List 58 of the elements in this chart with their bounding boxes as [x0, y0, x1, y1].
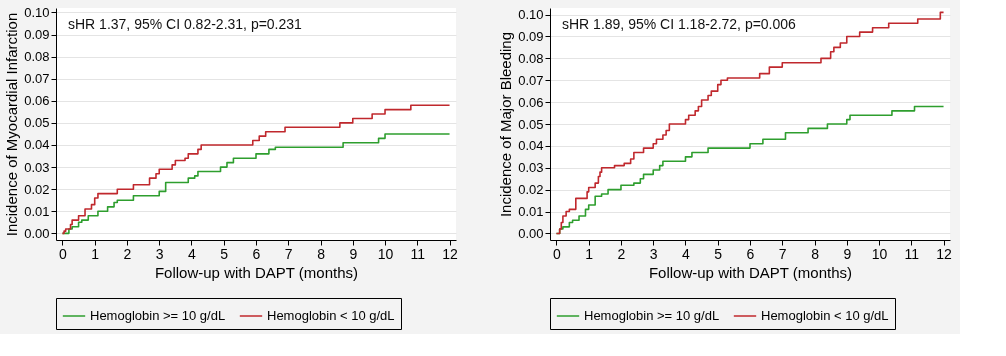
- x-axis-title: Follow-up with DAPT (months): [648, 263, 853, 281]
- x-tick-label: 3: [649, 245, 658, 262]
- y-tick-label: 0.07: [518, 72, 544, 88]
- y-tick-label: 0.04: [24, 137, 50, 153]
- y-tick-label: 0.09: [24, 27, 50, 43]
- annotation: sHR 1.37, 95% CI 0.82-2.31, p=0.231: [68, 16, 303, 32]
- y-tick-label: 0.03: [518, 160, 544, 176]
- x-tick-label: 10: [871, 245, 888, 262]
- x-tick-label: 8: [317, 245, 326, 262]
- x-tick-label: 9: [349, 245, 358, 262]
- x-tick-label: 1: [91, 245, 100, 262]
- x-tick-label: 1: [585, 245, 594, 262]
- x-tick-label: 11: [904, 245, 920, 262]
- y-axis-title: Incidence of Major Bleeding: [497, 31, 515, 218]
- y-tick-label: 0.05: [518, 116, 544, 132]
- legend-label: Hemoglobin >= 10 g/dL: [90, 308, 226, 323]
- y-tick-label: 0.08: [518, 50, 544, 66]
- y-tick-label: 0.10: [518, 7, 544, 23]
- x-tick-label: 0: [59, 245, 68, 262]
- x-tick-label: 5: [714, 245, 723, 262]
- x-tick-label: 6: [746, 245, 755, 262]
- x-tick-label: 4: [188, 245, 197, 262]
- y-tick-label: 0.02: [518, 182, 544, 198]
- y-tick-label: 0.06: [24, 93, 50, 109]
- y-tick-label: 0.00: [24, 225, 50, 241]
- y-tick-label: 0.01: [24, 203, 50, 219]
- x-tick-label: 3: [155, 245, 164, 262]
- y-tick-label: 0.00: [518, 225, 544, 241]
- x-tick-label: 0: [553, 245, 562, 262]
- y-tick-label: 0.05: [24, 115, 50, 131]
- x-tick-label: 2: [617, 245, 626, 262]
- x-tick-label: 6: [252, 245, 261, 262]
- annotation: sHR 1.89, 95% CI 1.18-2.72, p=0.006: [562, 16, 797, 32]
- y-tick-label: 0.07: [24, 71, 50, 87]
- x-tick-label: 12: [442, 245, 459, 262]
- x-tick-label: 7: [778, 245, 787, 262]
- y-tick-label: 0.09: [518, 28, 544, 44]
- legend-label: Hemoglobin < 10 g/dL: [267, 308, 395, 323]
- x-tick-label: 11: [410, 245, 426, 262]
- y-tick-label: 0.01: [518, 204, 544, 220]
- x-tick-label: 5: [220, 245, 229, 262]
- y-axis-title: Incidence of Myocardial Infarction: [3, 12, 21, 237]
- y-tick-label: 0.06: [518, 94, 544, 110]
- y-tick-label: 0.04: [518, 138, 544, 154]
- x-tick-label: 2: [123, 245, 132, 262]
- x-tick-label: 8: [811, 245, 820, 262]
- x-tick-label: 10: [377, 245, 394, 262]
- y-tick-label: 0.08: [24, 49, 50, 65]
- x-tick-label: 12: [936, 245, 953, 262]
- legend-label: Hemoglobin >= 10 g/dL: [584, 308, 720, 323]
- y-tick-label: 0.02: [24, 181, 50, 197]
- y-tick-label: 0.10: [24, 4, 50, 20]
- x-tick-label: 4: [682, 245, 691, 262]
- x-axis-title: Follow-up with DAPT (months): [154, 263, 359, 281]
- x-tick-label: 7: [284, 245, 293, 262]
- legend-label: Hemoglobin < 10 g/dL: [761, 308, 889, 323]
- x-tick-label: 9: [843, 245, 852, 262]
- y-tick-label: 0.03: [24, 159, 50, 175]
